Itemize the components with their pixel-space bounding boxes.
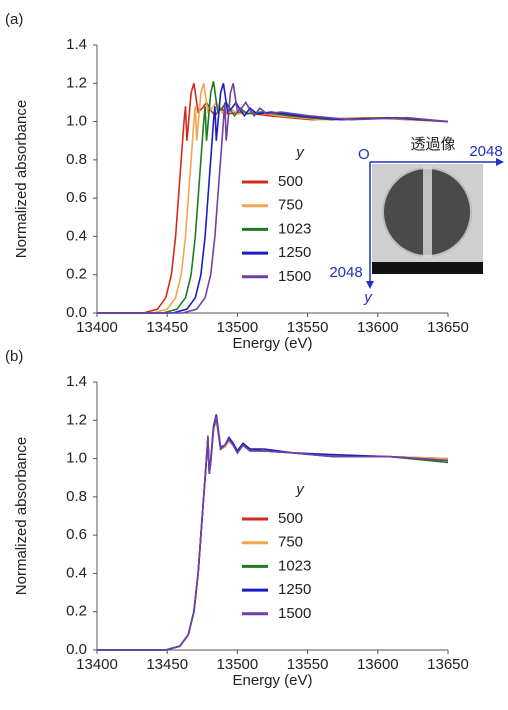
legend-title: y <box>295 144 305 161</box>
x-tick-label: 13400 <box>76 319 118 336</box>
series-line <box>97 83 449 314</box>
series-line <box>97 83 449 314</box>
legend-label: 1023 <box>278 220 311 237</box>
y-tick-label: 1.2 <box>66 411 87 428</box>
series-line <box>97 420 449 651</box>
y-tick-label: 0.8 <box>66 151 87 168</box>
inset-x-arrow <box>496 158 504 166</box>
y-tick-label: 0.0 <box>66 641 87 658</box>
x-tick-label: 13450 <box>146 656 188 673</box>
y-tick-label: 1.0 <box>66 113 87 130</box>
inset-origin: O <box>358 146 370 163</box>
y-tick-label: 1.0 <box>66 450 87 467</box>
y-tick-label: 0.6 <box>66 526 87 543</box>
inset-rod <box>423 166 432 258</box>
x-tick-label: 13550 <box>287 319 329 336</box>
y-tick-label: 0.4 <box>66 227 87 244</box>
series-line <box>97 418 449 651</box>
inset-band <box>372 262 483 274</box>
series-line <box>97 416 449 651</box>
legend-title: y <box>295 481 305 498</box>
x-tick-label: 13500 <box>217 319 259 336</box>
x-tick-label: 13450 <box>146 319 188 336</box>
series-line <box>97 83 449 314</box>
x-tick-label: 13600 <box>357 319 399 336</box>
x-tick-label: 13550 <box>287 656 329 673</box>
legend-label: 500 <box>278 510 303 527</box>
legend-label: 500 <box>278 173 303 190</box>
y-tick-label: 0.4 <box>66 564 87 581</box>
x-axis-label: Energy (eV) <box>232 335 312 352</box>
x-tick-label: 13650 <box>427 656 469 673</box>
legend-label: 750 <box>278 534 303 551</box>
inset-title: 透過像 <box>410 136 455 153</box>
legend-label: 1250 <box>278 581 311 598</box>
legend-label: 750 <box>278 197 303 214</box>
panel-label: (b) <box>5 348 23 365</box>
x-tick-label: 13600 <box>357 656 399 673</box>
x-tick-label: 13400 <box>76 656 118 673</box>
y-tick-label: 1.2 <box>66 74 87 91</box>
legend-label: 1250 <box>278 244 311 261</box>
legend-label: 1023 <box>278 557 311 574</box>
y-tick-label: 0.8 <box>66 488 87 505</box>
legend-label: 1500 <box>278 268 311 285</box>
x-tick-label: 13650 <box>427 319 469 336</box>
y-tick-label: 0.6 <box>66 189 87 206</box>
y-tick-label: 0.2 <box>66 266 87 283</box>
series-line <box>97 414 449 651</box>
y-axis-label: Normalized absorbance <box>13 100 30 258</box>
y-tick-label: 0.2 <box>66 603 87 620</box>
panel-label: (a) <box>5 11 23 28</box>
y-tick-label: 1.4 <box>66 36 87 53</box>
series-line <box>97 418 449 651</box>
y-tick-label: 1.4 <box>66 373 87 390</box>
inset-x-extent: 2048 <box>469 143 502 160</box>
series-line <box>97 83 449 314</box>
inset-y-extent: 2048 <box>329 264 362 281</box>
y-axis-label: Normalized absorbance <box>13 437 30 595</box>
inset-y-arrow <box>366 281 374 289</box>
inset-y-axis-label: y <box>363 289 373 306</box>
series-line <box>97 81 449 314</box>
legend-label: 1500 <box>278 605 311 622</box>
x-tick-label: 13500 <box>217 656 259 673</box>
x-axis-label: Energy (eV) <box>232 672 312 689</box>
y-tick-label: 0.0 <box>66 304 87 321</box>
